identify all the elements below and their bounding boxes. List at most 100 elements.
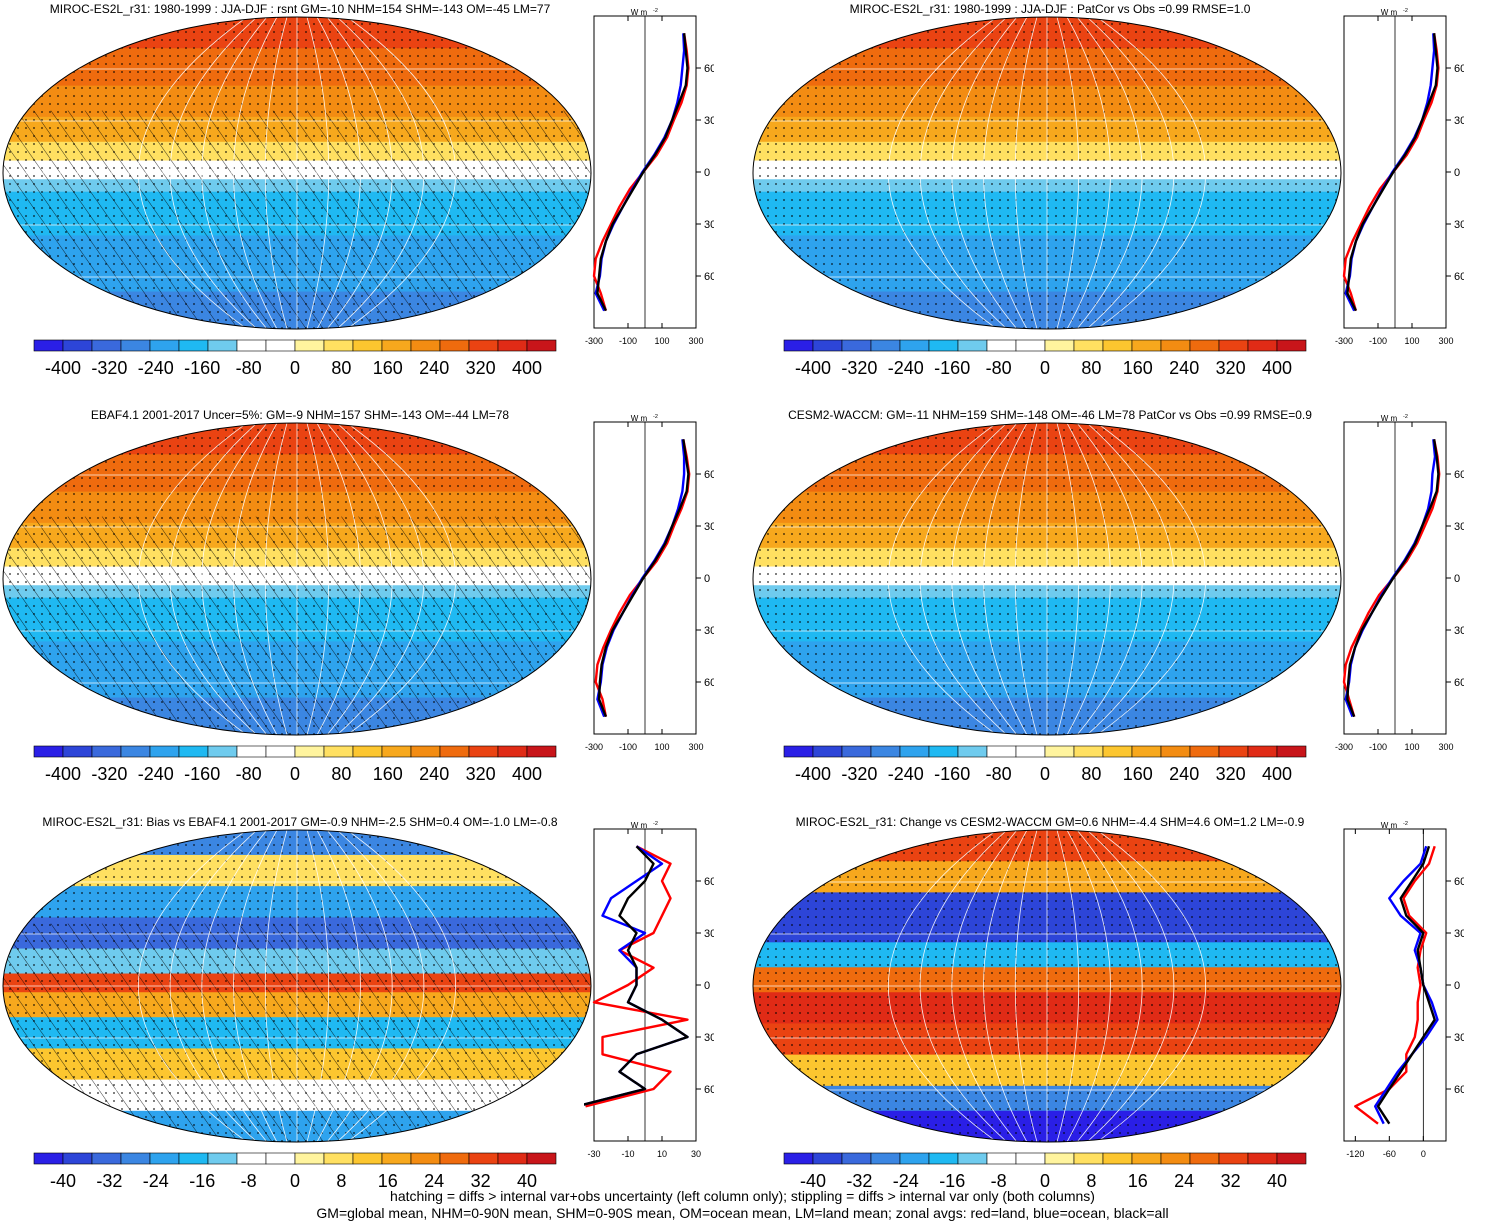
colorbar-label: 160: [373, 764, 403, 784]
colorbar-swatch: [986, 339, 1017, 352]
zonal-ocean-line: [1344, 439, 1437, 718]
colorbar-swatch: [928, 1152, 959, 1165]
footer-note-1: hatching = diffs > internal var+obs unce…: [390, 1188, 1095, 1204]
zonal-all-line: [596, 33, 689, 312]
colorbar-swatch: [91, 745, 122, 758]
colorbar-swatch: [1276, 1152, 1307, 1165]
zonal-x-tick-label: 0: [1421, 1149, 1426, 1159]
colorbar-swatch: [91, 339, 122, 352]
panel-1: MIROC-ES2L_r31: 1980-1999 : JJA-DJF : Pa…: [750, 2, 1485, 407]
colorbar-label: -160: [934, 764, 970, 784]
colorbar-swatch: [986, 745, 1017, 758]
colorbar-swatch: [1276, 745, 1307, 758]
colorbar-label: -400: [795, 764, 831, 784]
zonal-unit-superscript: -2: [1403, 8, 1408, 14]
colorbar-swatch: [1102, 745, 1133, 758]
graticule-meridian: [264, 17, 288, 329]
zonal-x-tick-label: 100: [1404, 742, 1419, 752]
map-plot: [752, 829, 1342, 1143]
map-plot: [2, 829, 592, 1143]
colorbar-label: 0: [1040, 764, 1050, 784]
colorbar-swatch: [468, 1152, 499, 1165]
zonal-x-tick-label: 100: [654, 742, 669, 752]
colorbar-swatch: [812, 1152, 843, 1165]
colorbar-swatch: [381, 1152, 412, 1165]
colorbar-swatch: [497, 339, 528, 352]
colorbar-swatch: [294, 745, 325, 758]
colorbar-swatch: [236, 339, 267, 352]
colorbar-swatch: [1015, 339, 1046, 352]
colorbar-label: 80: [1081, 358, 1101, 378]
colorbar-label: 240: [419, 358, 449, 378]
colorbar-label: 320: [1216, 764, 1246, 784]
graticule-meridian: [233, 830, 278, 1142]
footer-note-2: GM=global mean, NHM=0-90N mean, SHM=0-90…: [316, 1205, 1169, 1221]
graticule-meridian: [1086, 423, 1175, 735]
colorbar-swatch: [410, 1152, 441, 1165]
zonal-x-tick-label: -100: [1369, 742, 1387, 752]
colorbar-label: 400: [512, 764, 542, 784]
map-outline: [2, 829, 592, 1143]
map-outline: [2, 16, 592, 330]
colorbar-swatch: [381, 745, 412, 758]
colorbar-swatch: [410, 745, 441, 758]
zonal-all-line: [597, 439, 690, 718]
lat-tick-label: 0: [704, 980, 710, 992]
lat-tick-label: 0: [1454, 573, 1460, 585]
zonal-all-line: [1376, 845, 1436, 1125]
colorbar-swatch: [1247, 1152, 1278, 1165]
zonal-x-tick-label: 300: [1438, 336, 1453, 346]
map-outline: [2, 422, 592, 736]
zonal-x-tick-label: 100: [654, 336, 669, 346]
graticule-meridian: [201, 830, 268, 1142]
colorbar-label: -400: [45, 358, 81, 378]
colorbar-label: -160: [934, 358, 970, 378]
colorbar-swatch: [783, 339, 814, 352]
colorbar-swatch: [1218, 745, 1249, 758]
colorbar-label: -240: [888, 358, 924, 378]
colorbar-swatch: [497, 1152, 528, 1165]
graticule-meridian: [326, 830, 393, 1142]
colorbar-swatch: [236, 1152, 267, 1165]
colorbar-swatch: [957, 339, 988, 352]
colorbar-swatch: [1044, 1152, 1075, 1165]
colorbar-swatch: [149, 1152, 180, 1165]
panel-title: MIROC-ES2L_r31: Change vs CESM2-WACCM GM…: [795, 815, 1305, 829]
graticule-meridian: [1096, 423, 1207, 735]
colorbar-swatch: [352, 1152, 383, 1165]
colorbar-label: 0: [1040, 358, 1050, 378]
map-plot: [2, 422, 592, 736]
colorbar-label: -80: [986, 764, 1012, 784]
colorbar-label: 160: [1123, 358, 1153, 378]
colorbar-swatch: [439, 339, 470, 352]
graticule-meridian: [983, 423, 1028, 735]
colorbar-swatch: [928, 745, 959, 758]
panel-title: MIROC-ES2L_r31: Bias vs EBAF4.1 2001-201…: [42, 815, 558, 829]
colorbar-label: 80: [1081, 764, 1101, 784]
colorbar-swatch: [1102, 339, 1133, 352]
colorbar-swatch: [1131, 1152, 1162, 1165]
lat-tick-label: 60S: [704, 271, 714, 283]
colorbar-label: 24: [424, 1171, 444, 1191]
graticule-meridian: [1014, 423, 1038, 735]
graticule-meridian: [1014, 830, 1038, 1142]
colorbar-swatch: [352, 745, 383, 758]
graticule-meridian: [306, 17, 330, 329]
zonal-mean-plot: W m -2 60N 30N 0 30S 60S -30 -10 10 30: [584, 821, 714, 1159]
zonal-ocean-line: [594, 33, 686, 312]
lat-tick-label: 30N: [1454, 115, 1464, 127]
zonal-unit-label: W m: [1381, 821, 1398, 830]
colorbar-swatch: [1189, 745, 1220, 758]
graticule-meridian: [201, 423, 268, 735]
graticule-meridian: [1096, 17, 1207, 329]
lat-tick-label: 30S: [1454, 219, 1464, 231]
colorbar-label: 320: [466, 764, 496, 784]
graticule-meridian: [1096, 830, 1207, 1142]
colorbar-swatch: [1044, 339, 1075, 352]
lat-tick-label: 30S: [1454, 1032, 1464, 1044]
colorbar-label: -40: [50, 1171, 76, 1191]
colorbar-label: 80: [331, 764, 351, 784]
graticule-meridian: [346, 830, 457, 1142]
colorbar-swatch: [294, 1152, 325, 1165]
graticule-meridian: [1086, 17, 1175, 329]
